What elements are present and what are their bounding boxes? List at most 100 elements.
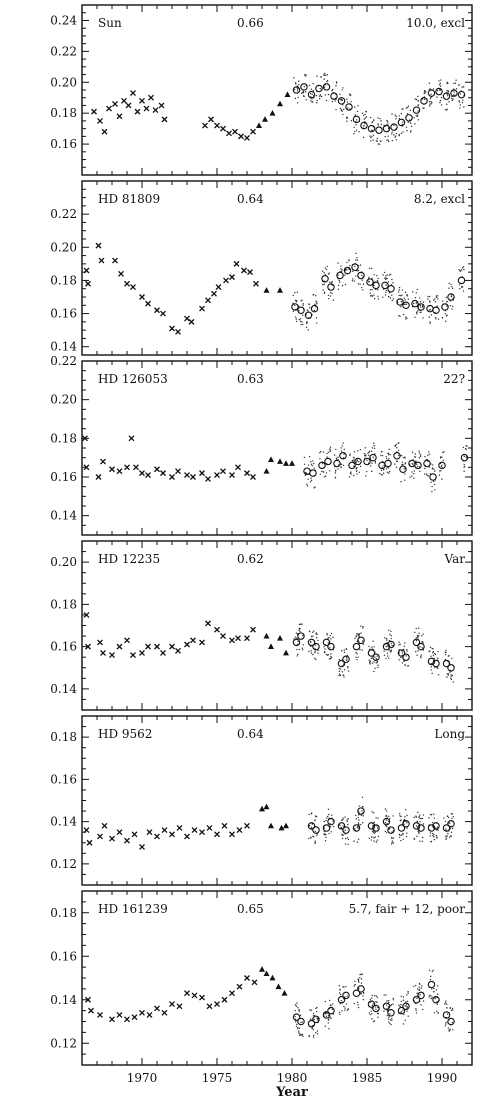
observation-dot [328, 636, 330, 639]
observation-dot [324, 840, 327, 842]
observation-dot [419, 817, 421, 820]
observation-dot [314, 303, 316, 305]
observation-dot [455, 88, 458, 90]
observation-dot [378, 143, 381, 145]
y-tick-label: 0.18 [50, 597, 77, 611]
observation-dot [335, 457, 338, 459]
observation-dot [311, 465, 313, 467]
circle-marker [450, 89, 458, 97]
observation-dot [357, 825, 359, 828]
observation-dot [404, 299, 406, 301]
x-marker [205, 297, 211, 304]
observation-dot [298, 318, 300, 321]
x-marker [116, 1012, 123, 1018]
observation-dot [357, 838, 360, 840]
observation-dot [384, 830, 387, 833]
panel-frame [81, 890, 473, 1066]
observation-dot [376, 996, 379, 999]
observation-dot [406, 317, 408, 319]
observation-dot [346, 820, 348, 822]
observation-dot [341, 269, 344, 271]
observation-dot [416, 654, 418, 656]
observation-dot [323, 272, 325, 274]
observation-dot [294, 636, 297, 638]
observation-dot [361, 796, 364, 798]
observation-dot [445, 838, 447, 840]
observation-dot [419, 814, 421, 816]
observation-dot [400, 1003, 402, 1006]
observation-dot [425, 91, 427, 93]
observation-dot [303, 85, 306, 88]
observation-dot [373, 646, 375, 648]
observation-dot [316, 75, 318, 77]
x-marker [221, 996, 228, 1003]
x-marker [184, 833, 190, 840]
observation-dot [438, 80, 440, 82]
observation-dot [375, 1001, 377, 1003]
circle-marker [291, 303, 299, 311]
observation-dot [386, 121, 389, 123]
observation-dot [433, 987, 435, 990]
y-tick-label: 0.14 [50, 993, 77, 1007]
observation-dot [433, 299, 435, 301]
circle-marker [292, 1013, 301, 1021]
observation-dot [325, 836, 327, 839]
observation-dot [440, 96, 443, 99]
triangle-marker [262, 116, 268, 122]
observation-dot [368, 450, 371, 453]
observation-dot [416, 312, 418, 314]
x-tick-label: 1975 [202, 1071, 233, 1085]
y-tick-label: 0.12 [50, 1036, 77, 1050]
circle-marker [297, 1017, 305, 1026]
observation-dot [444, 1025, 446, 1027]
observation-dot [446, 103, 448, 106]
circle-marker [304, 311, 313, 319]
triangle-marker [278, 824, 285, 831]
observation-dot [432, 991, 435, 993]
observation-dot [294, 82, 297, 84]
observation-dot [462, 290, 465, 292]
x-marker [139, 294, 145, 300]
observation-dot [394, 463, 396, 465]
circle-marker [352, 824, 361, 832]
observation-dot [430, 669, 432, 671]
x-marker [236, 827, 243, 834]
observation-dot [449, 822, 451, 824]
x-marker [247, 269, 253, 276]
circle-marker [297, 306, 305, 315]
observation-dot [342, 104, 344, 106]
observation-dot [415, 302, 417, 304]
observation-dot [417, 119, 420, 121]
observation-dot [315, 294, 317, 297]
observation-dot [388, 470, 391, 473]
observation-dot [364, 122, 366, 125]
observation-dot [310, 100, 312, 102]
observation-dot [436, 666, 438, 669]
x-marker [205, 620, 211, 627]
observation-dot [312, 83, 314, 85]
observation-dot [370, 465, 372, 467]
observation-dot [341, 819, 343, 822]
observation-dot [387, 452, 390, 455]
observation-dot [344, 816, 346, 818]
observation-dot [458, 100, 460, 102]
observation-dot [320, 450, 322, 453]
x-marker [128, 435, 135, 442]
observation-dot [415, 460, 417, 462]
circle-marker [412, 822, 421, 830]
observation-dot [428, 996, 430, 998]
observation-dot [315, 658, 317, 661]
circle-marker [357, 636, 365, 645]
observation-dot [385, 457, 388, 460]
x-marker [154, 307, 160, 314]
triangle-marker [277, 100, 283, 107]
panel-color-index: 0.62 [237, 552, 264, 566]
observation-dot [429, 301, 431, 303]
observation-dot [353, 985, 355, 987]
x-marker [146, 829, 153, 836]
observation-dot [360, 973, 362, 976]
observation-dot [313, 836, 315, 838]
triangle-marker [283, 460, 289, 466]
observation-dot [313, 467, 316, 469]
panel-color-index: 0.64 [237, 192, 264, 206]
